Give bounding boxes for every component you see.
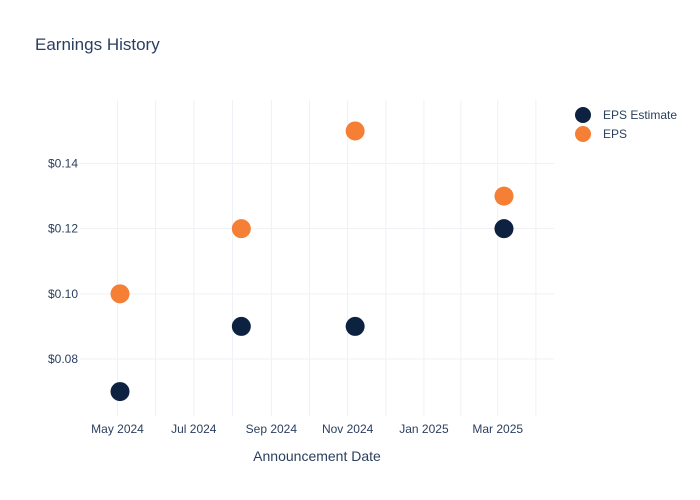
x-tick-label: Sep 2024 (246, 422, 298, 436)
y-axis-ticks: $0.08 $0.10 $0.12 $0.14 (48, 157, 78, 366)
legend-marker (575, 126, 591, 142)
data-point-eps (231, 219, 251, 239)
legend-label: EPS (603, 127, 627, 141)
legend-marker (575, 107, 591, 123)
x-axis-ticks: May 2024 Jul 2024 Sep 2024 Nov 2024 Jan 2025… (91, 422, 523, 436)
x-tick-label: Nov 2024 (322, 422, 374, 436)
chart-title: Earnings History (35, 35, 160, 54)
y-tick-label: $0.10 (48, 287, 78, 301)
data-point-eps-estimate (494, 219, 514, 239)
data-points (110, 121, 514, 402)
grid-lines (80, 100, 554, 416)
x-axis-title: Announcement Date (253, 448, 381, 464)
y-tick-label: $0.14 (48, 157, 78, 171)
x-tick-label: May 2024 (91, 422, 144, 436)
data-point-eps (345, 121, 365, 141)
legend-label: EPS Estimate (603, 108, 677, 122)
legend: EPS Estimate EPS (575, 107, 677, 142)
x-tick-label: Mar 2025 (472, 422, 523, 436)
data-point-eps (494, 186, 514, 206)
data-point-eps-estimate (110, 382, 130, 402)
data-point-eps (110, 284, 130, 304)
data-point-eps-estimate (345, 316, 365, 336)
x-tick-label: Jan 2025 (399, 422, 449, 436)
x-tick-label: Jul 2024 (171, 422, 217, 436)
y-tick-label: $0.12 (48, 222, 78, 236)
y-tick-label: $0.08 (48, 352, 78, 366)
data-point-eps-estimate (231, 316, 251, 336)
